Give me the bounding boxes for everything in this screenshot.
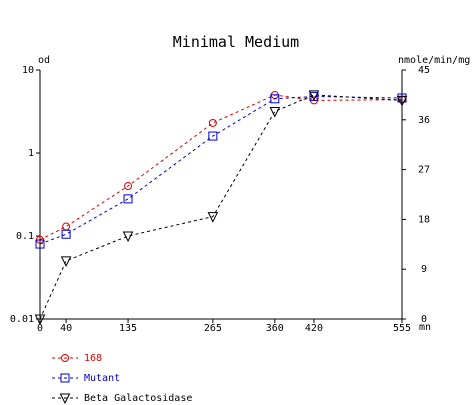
legend-marker-0 — [61, 354, 69, 362]
data-point-1 — [35, 239, 45, 249]
data-point-1 — [270, 94, 280, 104]
data-point-2 — [396, 95, 408, 107]
right-tick-label: 27 — [418, 165, 430, 176]
right-tick-label: 45 — [418, 65, 430, 76]
data-point-2 — [60, 256, 72, 268]
legend-label-2: Beta Galactosidase — [84, 393, 192, 404]
data-point-1 — [208, 131, 218, 141]
legend-marker-1 — [60, 373, 70, 383]
chart-title: Minimal Medium — [173, 33, 299, 51]
data-point-2 — [34, 314, 46, 326]
x-tick-label: 40 — [60, 323, 72, 334]
right-tick-label: 18 — [418, 214, 430, 225]
left-axis-label: od — [38, 55, 50, 66]
series-line-2 — [39, 94, 403, 320]
series-line-1 — [39, 95, 403, 245]
data-point-1 — [123, 194, 133, 204]
data-point-2 — [122, 231, 134, 243]
data-point-0 — [208, 118, 217, 127]
legend-marker-2 — [59, 393, 71, 405]
right-tick-label: 9 — [421, 264, 427, 275]
left-tick-label: 0.1 — [16, 231, 34, 242]
left-tick-label: 1 — [28, 148, 34, 159]
data-point-2 — [269, 107, 281, 118]
data-point-2 — [308, 90, 320, 102]
data-point-0 — [124, 182, 133, 191]
x-tick-label: 420 — [305, 323, 323, 334]
data-point-1 — [61, 229, 71, 239]
right-axis-label: nmole/min/mg — [398, 55, 470, 66]
legend-label-1: Mutant — [84, 373, 120, 384]
x-tick-label: 555 — [393, 323, 411, 334]
data-point-2 — [207, 212, 219, 223]
left-tick-label: 0.01 — [10, 314, 34, 325]
right-tick-label: 0 — [421, 314, 427, 325]
right-tick-label: 36 — [418, 115, 430, 126]
left-tick-label: 10 — [22, 65, 34, 76]
data-point-0 — [62, 222, 71, 231]
x-tick-label: 0 — [37, 323, 43, 334]
x-axis-unit: mn — [419, 322, 431, 333]
x-tick-label: 135 — [119, 323, 137, 334]
x-tick-label: 360 — [266, 323, 284, 334]
legend-label-0: 168 — [84, 353, 102, 364]
x-tick-label: 265 — [204, 323, 222, 334]
